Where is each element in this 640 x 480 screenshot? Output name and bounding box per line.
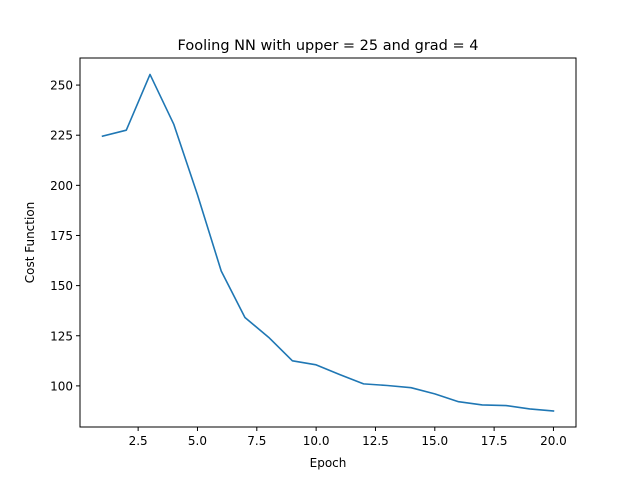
- y-tick-label: 125: [50, 329, 73, 343]
- x-tick-label: 7.5: [247, 434, 266, 448]
- y-tick-label: 150: [50, 279, 73, 293]
- x-tick-label: 20.0: [540, 434, 567, 448]
- x-tick-label: 15.0: [421, 434, 448, 448]
- x-tick-label: 17.5: [481, 434, 508, 448]
- x-tick-label: 2.5: [129, 434, 148, 448]
- plot-frame: [79, 57, 577, 428]
- y-axis: 100 125 150 175 200 225 250: [50, 79, 80, 393]
- y-axis-label: Cost Function: [23, 202, 37, 284]
- x-tick-label: 10.0: [303, 434, 330, 448]
- x-axis: 2.5 5.0 7.5 10.0 12.5 15.0 17.5 20.0: [129, 427, 567, 448]
- y-tick-label: 175: [50, 229, 73, 243]
- y-tick-label: 250: [50, 79, 73, 93]
- cost-function-line: [101, 73, 555, 412]
- x-tick-label: 5.0: [188, 434, 207, 448]
- x-axis-label: Epoch: [310, 456, 347, 470]
- x-tick-label: 12.5: [362, 434, 389, 448]
- y-tick-label: 100: [50, 379, 73, 393]
- chart-title: Fooling NN with upper = 25 and grad = 4: [178, 38, 479, 54]
- y-tick-label: 200: [50, 179, 73, 193]
- y-tick-label: 225: [50, 129, 73, 143]
